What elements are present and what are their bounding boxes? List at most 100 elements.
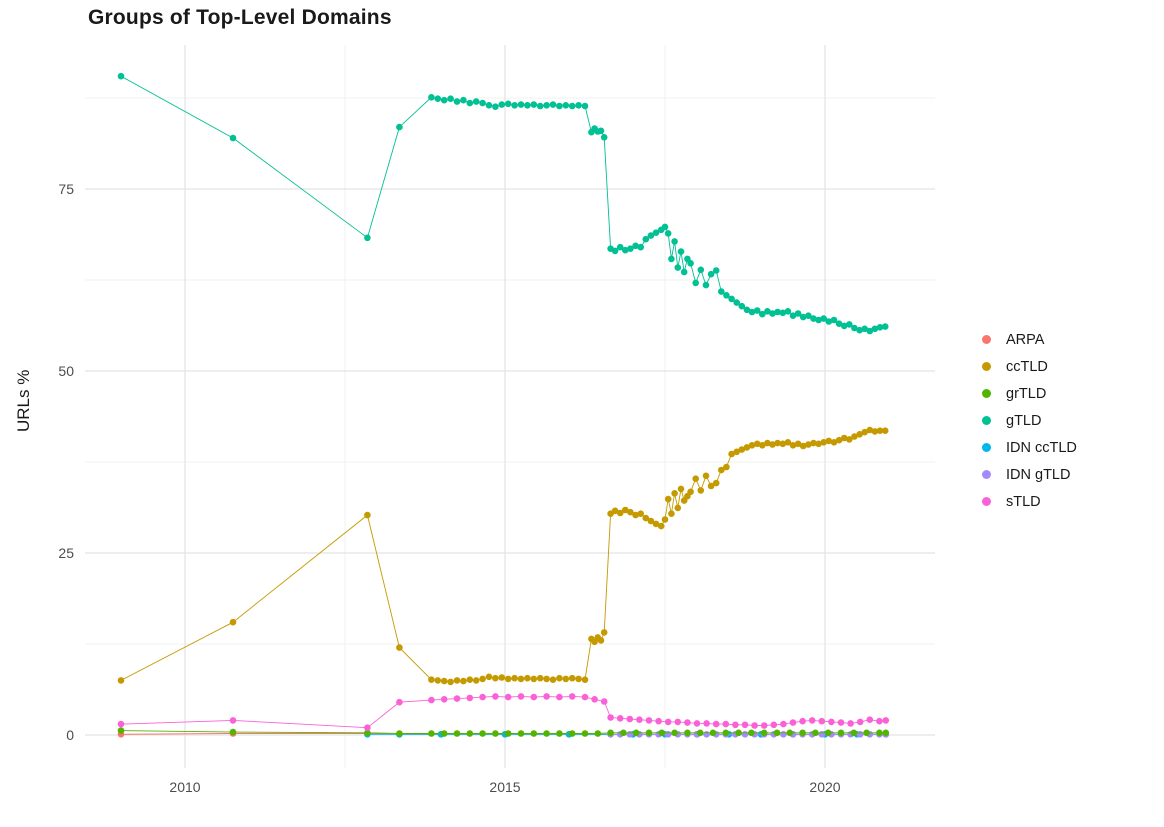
data-point xyxy=(837,719,845,726)
data-point xyxy=(773,729,781,737)
data-point xyxy=(600,698,608,705)
data-point xyxy=(642,235,650,243)
data-point xyxy=(428,730,435,737)
data-point xyxy=(364,511,371,519)
data-point xyxy=(492,103,499,110)
data-point xyxy=(671,729,678,737)
data-point xyxy=(568,730,576,737)
data-point xyxy=(769,441,776,448)
data-point xyxy=(466,676,474,683)
data-point xyxy=(728,450,735,458)
data-point xyxy=(664,230,672,237)
y-tick-label: 0 xyxy=(66,727,74,743)
data-point xyxy=(498,101,506,108)
data-point xyxy=(677,485,685,493)
data-point xyxy=(616,243,624,251)
data-point xyxy=(674,718,682,726)
data-point xyxy=(684,719,691,726)
data-point xyxy=(504,675,512,683)
data-point xyxy=(568,102,576,110)
data-point xyxy=(396,123,403,131)
data-point xyxy=(810,315,817,322)
data-point xyxy=(652,520,660,528)
legend-dot-icon xyxy=(982,362,991,371)
data-point xyxy=(536,102,544,110)
data-point xyxy=(812,729,819,737)
data-point xyxy=(536,674,544,682)
data-point xyxy=(671,490,678,497)
data-point xyxy=(664,731,672,738)
legend-item-gtld: gTLD xyxy=(982,407,1077,434)
data-point xyxy=(611,247,619,255)
data-point xyxy=(229,717,237,724)
data-point xyxy=(774,308,781,316)
data-point xyxy=(364,234,371,242)
data-point xyxy=(753,440,761,448)
data-point xyxy=(735,729,742,737)
data-point xyxy=(364,729,371,737)
data-point xyxy=(856,326,863,334)
data-point xyxy=(866,716,874,723)
data-point xyxy=(851,433,858,440)
data-point xyxy=(530,101,538,108)
data-point xyxy=(117,720,125,728)
data-point xyxy=(723,463,730,471)
data-point xyxy=(453,677,461,684)
legend-dot-icon xyxy=(982,335,991,344)
data-point xyxy=(616,715,624,722)
data-point xyxy=(229,618,237,626)
legend-label: ARPA xyxy=(1006,331,1045,348)
data-point xyxy=(511,674,518,682)
data-point xyxy=(626,715,634,723)
data-point xyxy=(709,729,717,737)
data-point xyxy=(764,308,771,315)
data-point xyxy=(732,721,739,729)
data-point xyxy=(517,675,525,683)
data-point xyxy=(396,644,403,651)
data-point xyxy=(597,637,605,644)
data-point xyxy=(815,440,822,448)
data-point xyxy=(825,437,833,445)
data-point xyxy=(866,426,874,434)
data-point xyxy=(466,99,474,107)
data-point xyxy=(492,674,499,682)
data-point xyxy=(835,320,843,328)
legend-label: gTLD xyxy=(1006,412,1042,429)
data-point xyxy=(702,472,710,480)
data-point xyxy=(485,673,493,681)
data-point xyxy=(652,229,660,236)
data-point xyxy=(524,674,531,682)
data-point xyxy=(479,730,486,737)
data-point xyxy=(117,72,125,80)
data-point xyxy=(460,677,467,685)
data-point xyxy=(492,730,499,737)
data-point xyxy=(636,716,643,723)
data-point xyxy=(712,267,720,274)
data-point xyxy=(723,292,730,299)
data-point xyxy=(543,102,550,109)
data-point xyxy=(632,511,639,519)
data-point xyxy=(581,102,589,110)
data-point xyxy=(738,446,746,453)
data-point xyxy=(600,629,608,636)
data-point xyxy=(764,439,771,447)
data-point xyxy=(616,509,624,517)
data-point xyxy=(794,440,802,448)
data-point xyxy=(733,448,740,456)
x-tick-label: 2020 xyxy=(809,779,840,795)
data-point xyxy=(440,677,448,685)
legend-label: sTLD xyxy=(1006,493,1041,510)
data-point xyxy=(466,694,474,702)
data-point xyxy=(440,730,448,737)
data-point xyxy=(517,693,525,700)
data-point xyxy=(828,718,835,726)
series-stld xyxy=(117,693,890,731)
data-point xyxy=(530,693,538,701)
data-point xyxy=(661,223,669,231)
data-point xyxy=(760,729,768,737)
data-point xyxy=(863,729,870,737)
x-tick-label: 2010 xyxy=(169,779,200,795)
data-point xyxy=(117,727,125,734)
data-point xyxy=(622,246,629,254)
data-point xyxy=(626,731,634,738)
